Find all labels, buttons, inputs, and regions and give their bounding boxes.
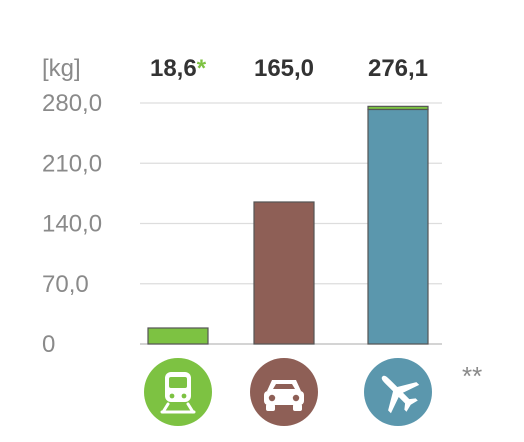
bar-segment: [253, 201, 315, 345]
y-tick-label: 210,0: [42, 150, 102, 177]
value-label: 18,6*: [150, 55, 207, 82]
bars: [147, 105, 429, 345]
bar-segment: [367, 108, 429, 345]
value-label: 276,1: [368, 55, 428, 82]
bar-segment: [147, 327, 209, 345]
y-axis-unit-label: [kg]: [42, 55, 81, 82]
value-label: 165,0: [254, 55, 314, 82]
y-axis-tick-labels: 0 70,0 140,0 210,0 280,0: [42, 90, 102, 358]
y-tick-label: 0: [42, 331, 55, 358]
car-icon: [250, 358, 318, 426]
y-tick-label: 280,0: [42, 90, 102, 117]
plane-icon: [364, 358, 432, 426]
value-labels: 18,6* 165,0 276,1: [150, 55, 428, 82]
train-icon: [144, 358, 212, 426]
y-tick-label: 140,0: [42, 211, 102, 238]
bar-segment: [367, 105, 429, 111]
y-tick-label: 70,0: [42, 271, 89, 298]
footnote-marker: **: [462, 361, 482, 391]
